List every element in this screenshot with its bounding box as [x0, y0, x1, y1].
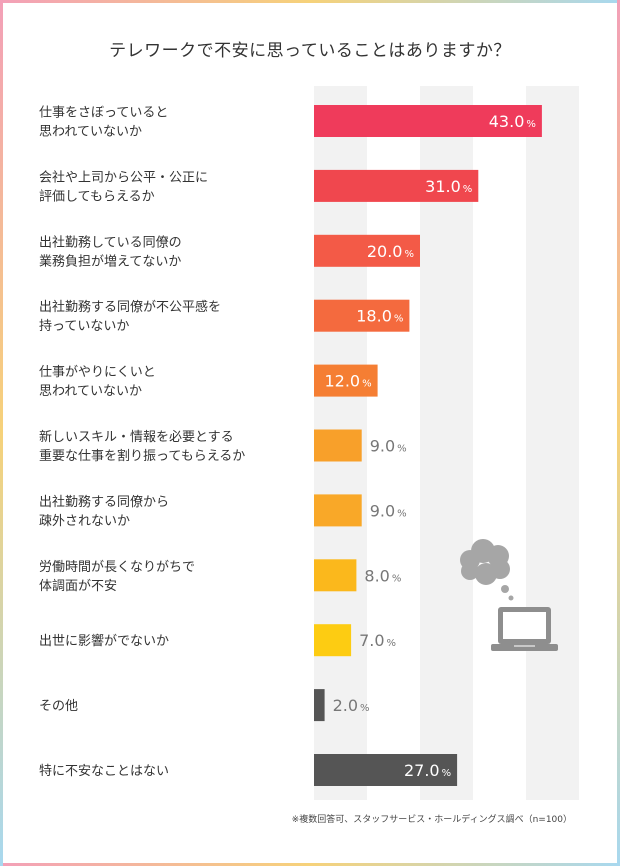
laptop-icon	[491, 607, 558, 651]
category-label: 労働時間が長くなりがちで	[39, 560, 195, 575]
value-label: 9.0%	[370, 437, 407, 456]
left-border	[0, 0, 3, 866]
value-label: 2.0%	[333, 696, 370, 715]
bar	[314, 429, 362, 462]
value-label: 27.0%	[404, 761, 451, 780]
value-label: 20.0%	[367, 242, 414, 261]
value-label: 43.0%	[489, 112, 536, 131]
bar	[314, 169, 479, 202]
category-label: 特に不安なことはない	[39, 764, 169, 779]
bar	[314, 689, 325, 722]
bar	[314, 105, 542, 137]
category-label: 持っていないか	[39, 319, 129, 334]
grid-stripe	[420, 86, 473, 800]
value-label: 18.0%	[356, 307, 403, 326]
bar	[314, 364, 378, 397]
grid-stripe	[526, 86, 579, 800]
bar	[314, 234, 420, 267]
category-label: 新しいスキル・情報を必要とする	[39, 429, 234, 445]
thought-cloud-icon	[460, 539, 514, 601]
value-label: 9.0%	[370, 501, 407, 520]
bars	[314, 105, 542, 786]
bar	[314, 624, 352, 657]
category-label: 評価してもらえるか	[39, 189, 155, 204]
category-label: 仕事をさぼっていると	[39, 106, 168, 121]
bottom-border	[0, 863, 620, 866]
bar	[314, 299, 410, 332]
top-border	[0, 0, 620, 3]
bar	[314, 754, 458, 786]
footnote: ※複数回答可、スタッフサービス・ホールディングス調べ（n=100）	[291, 815, 572, 825]
chart-title: テレワークで不安に思っていることはありますか？	[109, 41, 511, 61]
category-label: 出社勤務する同僚から	[39, 494, 169, 510]
category-label: 体調面が不安	[39, 579, 117, 594]
value-labels: 43.0 % 31.0 % 20.0 % 18.0 % 12.0 % 9.0 % 9.0 % 8.0 % 7.0…	[324, 112, 535, 780]
category-label: その他	[39, 699, 78, 714]
category-label: 疎外されないか	[39, 514, 130, 529]
category-label: 出社勤務している同僚の	[39, 234, 182, 250]
category-label: 業務負担が増えてないか	[39, 253, 181, 269]
category-label: 出社勤務する同僚が不公平感を	[39, 299, 221, 315]
value-label: 12.0%	[324, 372, 371, 391]
value-label: 8.0%	[364, 566, 401, 585]
category-label: 思われていないか	[39, 125, 142, 140]
category-label: 出世に影響がでないか	[39, 633, 169, 649]
bar	[314, 559, 357, 592]
category-label: 重要な仕事を割り振ってもらえるか	[39, 448, 245, 464]
bar	[314, 494, 362, 527]
right-border	[617, 0, 620, 866]
category-label: 仕事がやりにくいと	[39, 365, 156, 380]
value-label: 7.0%	[359, 631, 396, 650]
value-label: 31.0%	[425, 177, 472, 196]
category-labels: 仕事をさぼっていると思われていないか会社や上司から公平・公正に評価してもらえるか…	[39, 106, 245, 780]
category-label: 思われていないか	[39, 384, 142, 399]
category-label: 会社や上司から公平・公正に	[39, 169, 208, 185]
